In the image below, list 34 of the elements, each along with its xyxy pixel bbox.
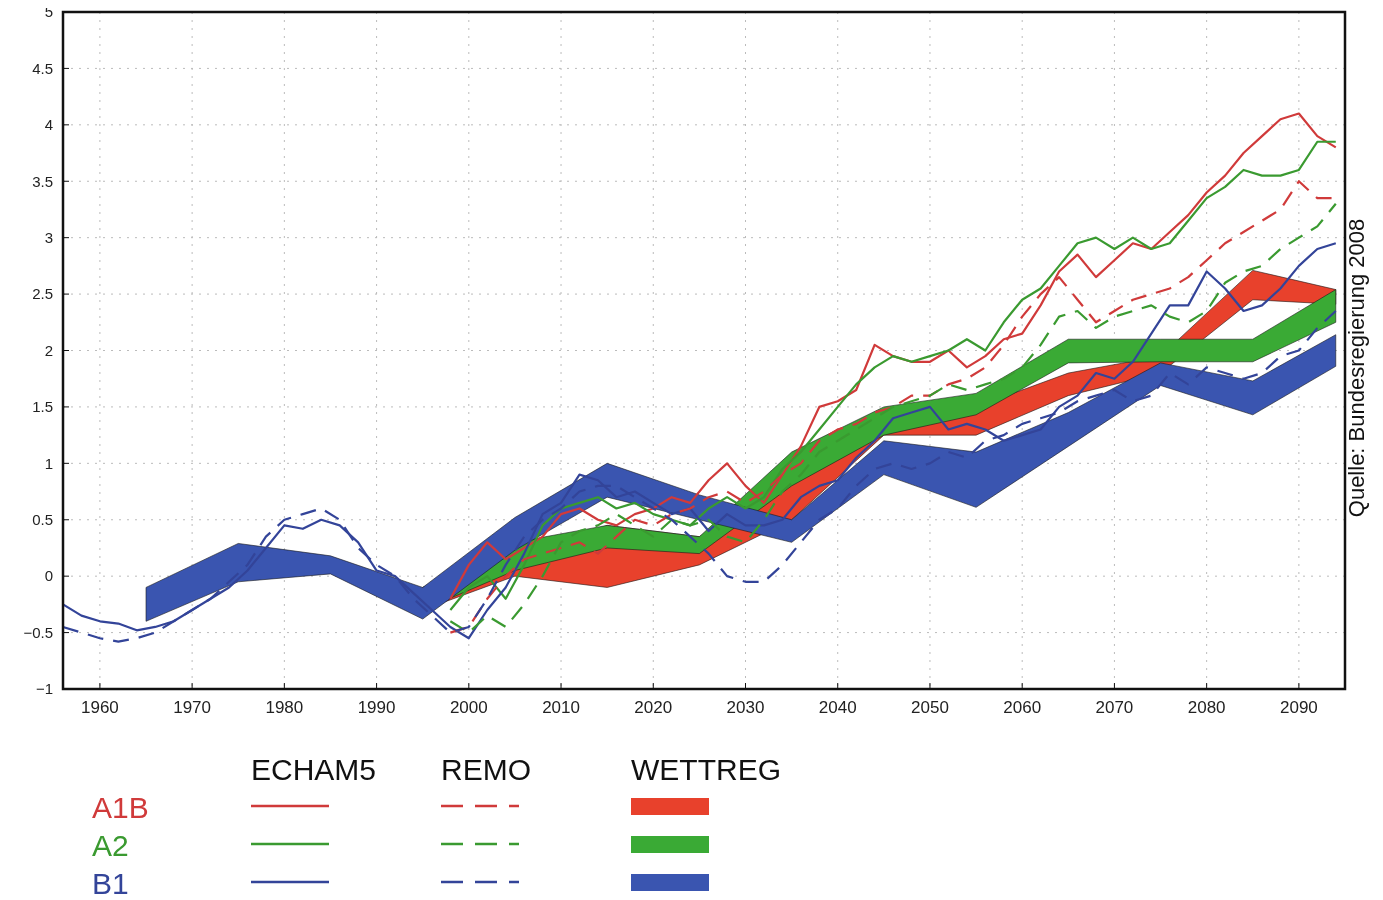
y-tick-label: 4.5 [32, 59, 53, 77]
y-tick-label: −0.5 [23, 623, 53, 641]
y-tick-label: 2.5 [32, 285, 53, 303]
y-tick-label: 4 [44, 116, 53, 134]
y-tick-label: 1.5 [32, 398, 53, 416]
x-tick-label: 1970 [173, 698, 212, 717]
y-tick-label: 0.5 [32, 511, 53, 528]
x-tick-label: 2060 [1003, 698, 1042, 717]
x-tick-label: 2050 [911, 698, 949, 717]
y-tick-label: 0 [44, 567, 53, 585]
y-tick-label: −1 [35, 680, 53, 698]
text: B1 [92, 867, 129, 900]
x-tick-label: 1980 [265, 698, 304, 717]
text: A2 [92, 829, 129, 862]
x-tick-label: 2070 [1095, 698, 1134, 717]
y-tick-label: 3.5 [32, 172, 53, 190]
line-series [61, 242, 1337, 640]
text: A1B [92, 791, 149, 824]
y-tick-label: 2 [44, 341, 53, 359]
x-tick-label: 2010 [542, 698, 580, 717]
x-tick-label: 2090 [1279, 698, 1318, 717]
text: WETTREG [631, 753, 781, 786]
x-tick-label: 2020 [634, 698, 673, 717]
x-tick-label: 2000 [449, 698, 488, 717]
x-tick-label: 2040 [818, 698, 857, 717]
x-tick-label: 1960 [80, 698, 119, 717]
text: REMO [441, 753, 531, 786]
x-tick-label: 1990 [357, 698, 396, 717]
y-tick-label: 1 [44, 454, 53, 472]
annotation: Quelle: Bundesregierung 2008 [1344, 218, 1369, 518]
text: ECHAM5 [251, 753, 377, 786]
y-tick-label: 3 [44, 228, 53, 246]
x-tick-label: 2030 [726, 698, 765, 717]
x-tick-label: 2080 [1187, 698, 1226, 717]
